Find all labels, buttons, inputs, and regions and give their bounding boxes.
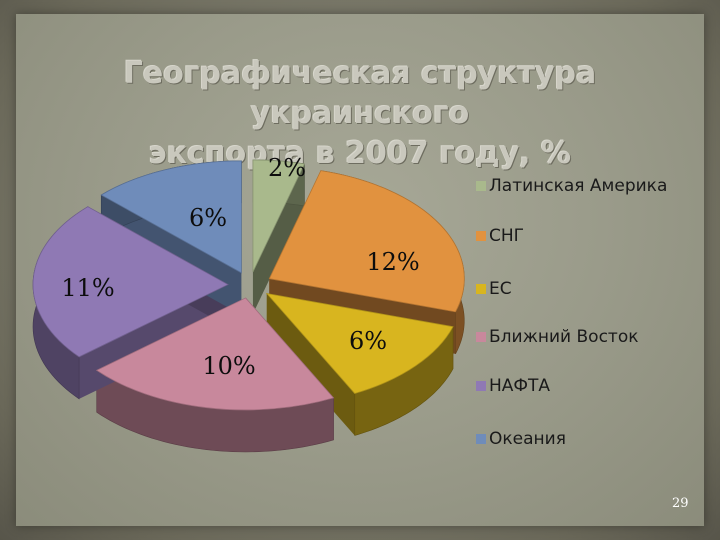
legend-swatch-1 [476,181,486,191]
data-label-4: 10% [202,352,255,380]
title-line-1: Географическая структура украинского [123,56,597,131]
data-label-1: 2% [268,154,306,182]
legend-label-3: ЕС [489,279,512,299]
page-number: 29 [672,496,689,511]
legend-item-4: Ближний Восток [476,327,639,347]
legend-label-4: Ближний Восток [489,327,639,347]
legend-item-5: НАФТА [476,376,550,396]
legend-label-1: Латинская Америка [489,176,668,196]
data-label-2: 12% [366,248,419,276]
legend-label-2: СНГ [489,226,525,246]
legend-item-3: ЕС [476,279,512,299]
legend-item-6: Океания [476,429,566,449]
legend-swatch-4 [476,332,486,342]
legend-swatch-2 [476,231,486,241]
pie-slice-3 [265,292,454,394]
legend-swatch-3 [476,284,486,294]
data-label-3: 6% [349,327,387,355]
legend-label-5: НАФТА [489,376,551,396]
legend-swatch-6 [476,434,486,444]
data-label-5: 11% [61,274,114,302]
data-label-6: 6% [189,204,227,232]
legend-swatch-5 [476,381,486,391]
legend-label-6: Океания [489,429,566,449]
pie-slice-2 [268,170,465,313]
pie-slice-5 [32,206,229,358]
pie-slice-1 [252,159,306,273]
pie-slice-6 [100,160,242,274]
pie-tops [32,159,465,411]
pie-slice-4 [95,297,335,411]
legend-item-2: СНГ [476,226,524,246]
legend-item-1: Латинская Америка [476,176,667,196]
